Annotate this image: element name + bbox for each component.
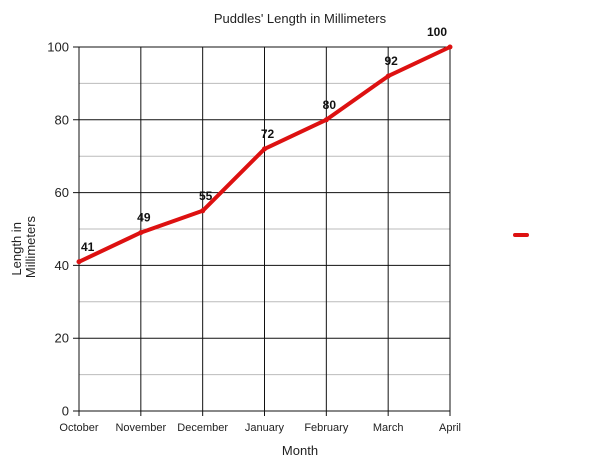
data-label: 72 (261, 127, 275, 141)
data-point (200, 208, 206, 214)
data-labels: 41 49 55 72 80 92 100 (81, 25, 447, 254)
data-label: 100 (427, 25, 447, 39)
y-tick-label: 60 (55, 185, 69, 200)
data-point (138, 230, 144, 236)
x-tick-label: March (373, 422, 404, 434)
y-tick-label: 80 (55, 112, 69, 127)
x-tick-label: April (439, 422, 461, 434)
data-point (323, 117, 329, 123)
y-axis-label-line-1: Length in (9, 222, 24, 276)
data-point (262, 146, 267, 152)
x-tick-label: October (59, 422, 98, 434)
x-tick-label: November (115, 422, 166, 434)
x-axis-label: Month (282, 443, 318, 458)
x-tick-label: February (304, 422, 349, 434)
y-tick-label: 40 (55, 258, 69, 273)
y-tick-label: 0 (62, 404, 69, 419)
x-tick-label: January (245, 422, 285, 434)
x-tick-labels: October November December January February Ma… (59, 422, 461, 434)
y-axis-label: Length in Millimeters (9, 215, 38, 278)
x-tick-label: December (177, 422, 228, 434)
y-tick-label: 100 (47, 40, 69, 55)
data-point (385, 73, 391, 79)
data-point (76, 259, 82, 265)
data-label: 80 (323, 98, 337, 112)
major-grid (73, 46, 451, 416)
data-points (76, 44, 453, 265)
chart-title: Puddles' Length in Millimeters (214, 11, 387, 26)
data-label: 49 (137, 211, 151, 225)
data-point (447, 44, 453, 50)
y-tick-labels: 0 20 40 60 80 100 (47, 40, 69, 419)
y-axis-label-line-2: Millimeters (23, 215, 38, 278)
data-label: 92 (384, 54, 398, 68)
y-tick-label: 20 (55, 331, 69, 346)
data-label: 55 (199, 189, 213, 203)
data-label: 41 (81, 240, 95, 254)
